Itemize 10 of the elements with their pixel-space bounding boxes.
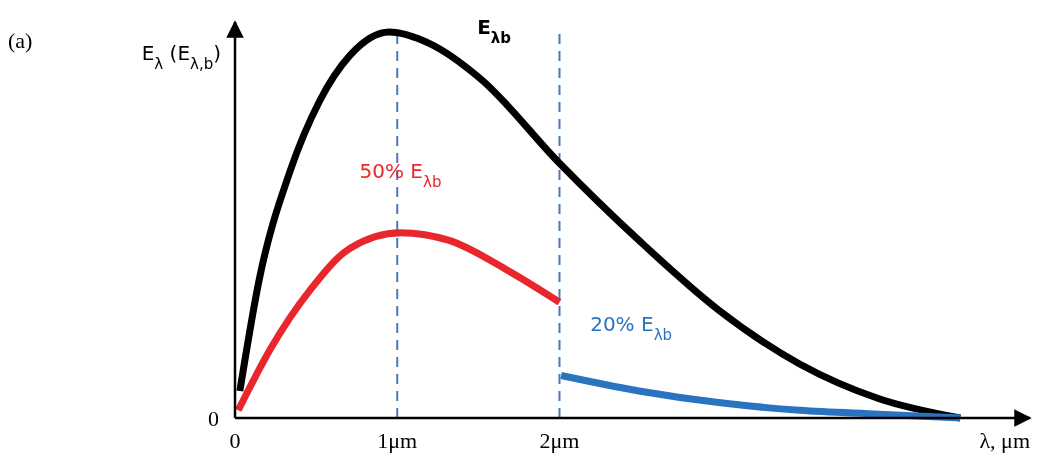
x-tick-label: 2μm	[539, 428, 580, 453]
x-tick-label: 1μm	[377, 428, 418, 453]
x-tick-label: 0	[229, 428, 241, 453]
y-axis-title: E$_{λ}$ (E$_{λ,b}$)	[141, 41, 221, 73]
series-label: E$_{λb}$	[477, 15, 512, 47]
text: (a)	[8, 28, 33, 53]
series-label: 20% E$_{λb}$	[590, 311, 673, 344]
x-axis-title: λ, μm	[979, 428, 1030, 453]
text: 50% E$_{λb}$	[359, 158, 442, 191]
text: 0	[208, 406, 219, 431]
